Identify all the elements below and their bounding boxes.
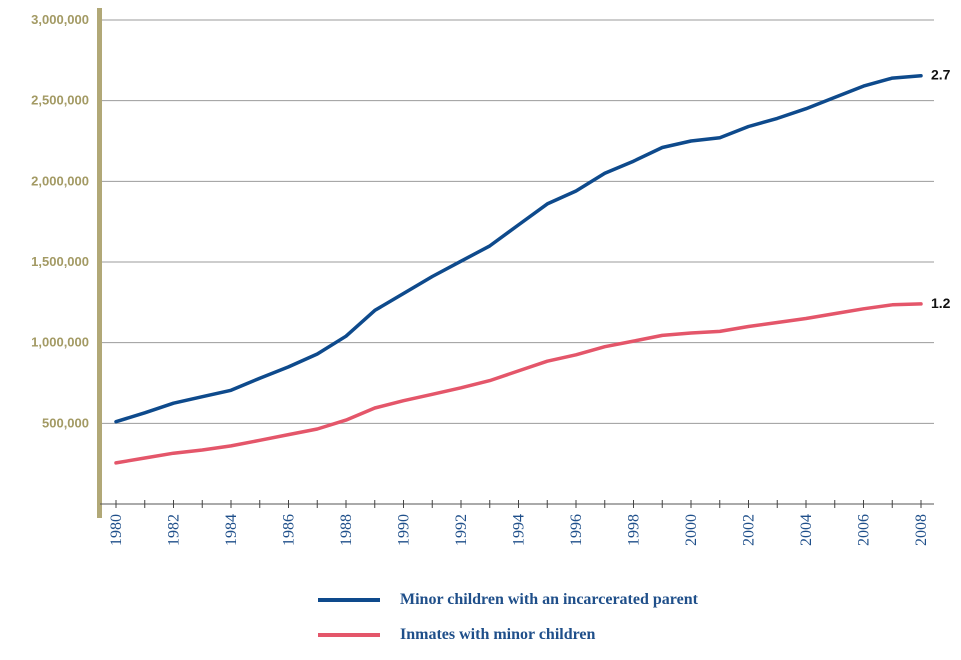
grid-lines xyxy=(100,19,934,424)
y-tick-label: 2,000,000 xyxy=(31,173,89,188)
x-tick-label: 1996 xyxy=(568,514,585,546)
legend: Minor children with an incarcerated pare… xyxy=(318,590,698,660)
legend-label-children: Minor children with an incarcerated pare… xyxy=(400,591,698,608)
y-axis-bar xyxy=(97,8,102,518)
series-lines xyxy=(114,73,923,465)
x-tick-label: 2002 xyxy=(741,514,758,546)
end-labels: 2.7 1.2 xyxy=(931,67,951,311)
x-tick-label: 2006 xyxy=(856,514,873,546)
legend-swatch-children xyxy=(318,598,380,602)
line-chart: 500,000 1,000,000 1,500,000 2,000,000 2,500,… xyxy=(31,8,951,546)
x-tick-label: 1998 xyxy=(626,514,643,546)
x-tick-label: 1988 xyxy=(338,514,355,546)
legend-item-inmates: Inmates with minor children xyxy=(318,625,698,645)
series-line-1 xyxy=(114,302,923,465)
series-end-label-1: 1.2 xyxy=(931,295,951,311)
series-end-label-0: 2.7 xyxy=(931,67,951,83)
x-tick-label: 2004 xyxy=(798,514,815,546)
y-tick-label: 2,500,000 xyxy=(31,93,89,108)
x-tick-label: 2000 xyxy=(683,514,700,546)
legend-label-inmates: Inmates with minor children xyxy=(400,626,596,643)
x-tick-label: 1982 xyxy=(166,514,183,546)
x-tick-label: 1984 xyxy=(223,514,240,546)
x-tick-label: 1992 xyxy=(453,514,470,546)
y-axis: 500,000 1,000,000 1,500,000 2,000,000 2,500,… xyxy=(31,8,102,518)
series-line-0 xyxy=(114,73,923,424)
y-tick-label: 500,000 xyxy=(42,415,89,430)
legend-item-children: Minor children with an incarcerated pare… xyxy=(318,590,698,610)
x-tick-label: 1980 xyxy=(108,514,125,546)
x-tick-label: 1990 xyxy=(396,514,413,546)
x-tick-label: 2008 xyxy=(913,514,930,546)
y-tick-label: 3,000,000 xyxy=(31,12,89,27)
x-tick-label: 1986 xyxy=(281,514,298,546)
x-axis: 1980 1982 1984 1986 1988 1990 1992 1994 1996 1998… xyxy=(100,500,934,546)
legend-swatch-inmates xyxy=(318,633,380,637)
y-tick-label: 1,500,000 xyxy=(31,254,89,269)
x-tick-label: 1994 xyxy=(511,514,528,546)
y-tick-label: 1,000,000 xyxy=(31,335,89,350)
